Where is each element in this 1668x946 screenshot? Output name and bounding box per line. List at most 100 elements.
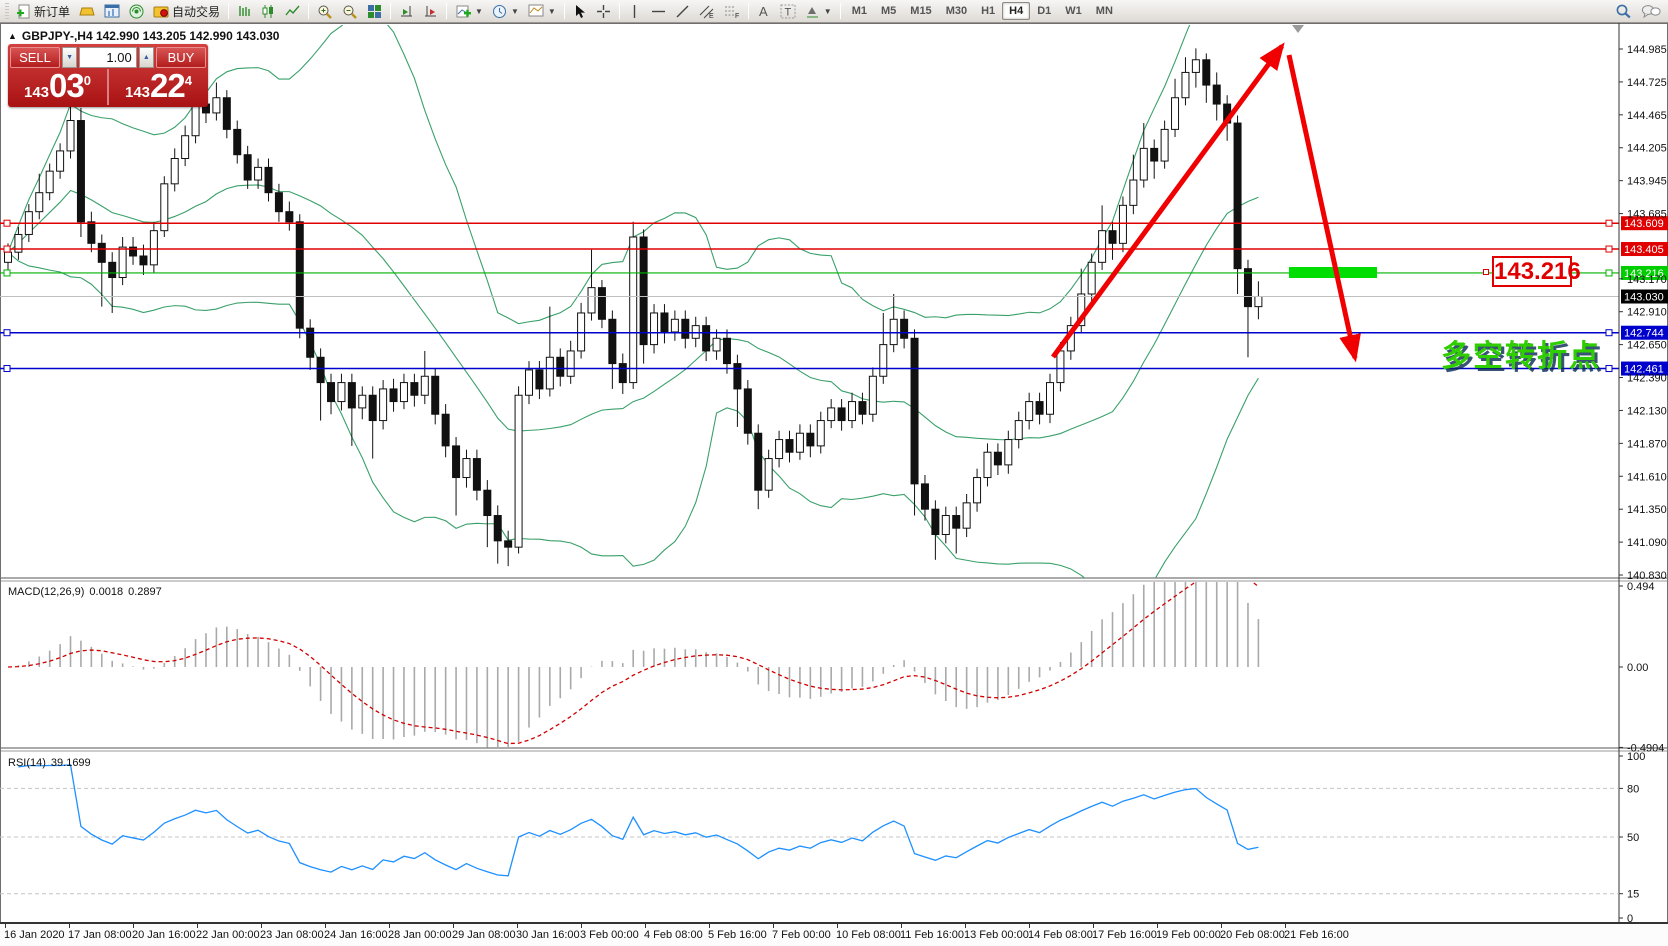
price-callout-label[interactable]: 143.216	[1492, 256, 1581, 287]
buy-price-prefix: 143	[125, 84, 151, 101]
timeframe-m15[interactable]: M15	[910, 5, 932, 17]
trendline-tool-button[interactable]	[671, 1, 694, 21]
timeframe-m1[interactable]: M1	[851, 5, 867, 17]
timeframe-mn[interactable]: MN	[1095, 5, 1113, 17]
fibonacci-icon: F	[724, 6, 739, 19]
chat-button[interactable]	[1637, 1, 1665, 21]
pivot-annotation-text[interactable]: 多空转折点	[1441, 340, 1601, 373]
signals-button[interactable]	[125, 1, 148, 21]
line-handle[interactable]	[1605, 245, 1613, 253]
line-handle[interactable]	[3, 219, 11, 227]
collapse-triangle-icon[interactable]: ▲	[8, 31, 17, 41]
candle	[587, 287, 596, 314]
text-tool-button[interactable]: A	[753, 1, 775, 21]
zoom-in-button[interactable]	[313, 1, 337, 21]
candle	[45, 170, 54, 194]
timeframe-m30[interactable]: M30	[945, 5, 968, 17]
autotrade-button[interactable]: 自动交易	[149, 1, 224, 21]
callout-anchor-handle[interactable]	[1483, 269, 1489, 275]
chart-shift-marker-icon[interactable]	[1292, 25, 1304, 33]
line-handle[interactable]	[1605, 329, 1613, 337]
line-handle[interactable]	[3, 329, 11, 337]
periods-button[interactable]: ▼	[488, 1, 523, 21]
svg-text:15: 15	[1627, 889, 1639, 901]
charts-button[interactable]	[100, 1, 124, 21]
auto-scroll-icon	[401, 5, 413, 16]
cursor-tool-button[interactable]	[569, 1, 591, 21]
dropdown-caret-icon: ▼	[547, 6, 556, 16]
buy-price[interactable]: 143 22 4	[109, 69, 208, 105]
volume-increase-button[interactable]: ▲	[138, 47, 154, 68]
market-watch-button[interactable]	[75, 1, 99, 21]
trend-arrow[interactable]	[1050, 42, 1285, 359]
chart-shift-button[interactable]	[419, 1, 442, 21]
svg-text:50: 50	[1627, 832, 1639, 844]
vertical-line-tool-button[interactable]	[624, 1, 646, 21]
macd-label: MACD(12,26,9) 0.0018 0.2897	[8, 586, 162, 598]
candle	[722, 337, 731, 365]
shapes-tool-button[interactable]: ▼	[801, 1, 836, 21]
timeframe-d1[interactable]: D1	[1037, 5, 1052, 17]
candle	[545, 356, 554, 390]
indicators-button[interactable]: ▼	[451, 1, 487, 21]
buy-button[interactable]: BUY	[156, 47, 206, 68]
candle	[795, 432, 804, 453]
svg-text:143.030: 143.030	[1624, 292, 1664, 304]
candle	[1191, 59, 1200, 73]
sell-price-big: 03	[49, 67, 85, 104]
timeframe-h1[interactable]: H1	[981, 5, 996, 17]
templates-button[interactable]: ▼	[524, 1, 560, 21]
candle	[462, 458, 471, 479]
candle	[108, 261, 117, 279]
date-label: 30 Jan 16:00	[516, 929, 580, 941]
volume-field[interactable]: 1.00	[79, 47, 137, 68]
line-handle[interactable]	[3, 269, 11, 277]
line-handle[interactable]	[1605, 365, 1613, 373]
crosshair-tool-button[interactable]	[592, 1, 615, 21]
new-order-button[interactable]: 新订单	[12, 1, 74, 21]
svg-text:141.350: 141.350	[1627, 504, 1667, 516]
chart-canvas[interactable]: 143.609 143.405 143.216 143.030 142.744 142.4…	[0, 23, 1668, 946]
timeframe-m5[interactable]: M5	[881, 5, 897, 17]
candle	[785, 439, 794, 453]
svg-text:142.650: 142.650	[1627, 340, 1667, 352]
tile-windows-button[interactable]	[363, 1, 386, 21]
text-label-tool-button[interactable]: T	[776, 1, 800, 21]
line-handle[interactable]	[3, 245, 11, 253]
date-tick	[965, 924, 966, 928]
line-chart-mode-button[interactable]	[281, 1, 304, 21]
candle	[160, 183, 169, 232]
timeframe-w1[interactable]: W1	[1065, 5, 1082, 17]
horizontal-line-tool-button[interactable]	[647, 1, 670, 21]
fibonacci-tool-button[interactable]: F	[720, 1, 744, 21]
candle	[681, 318, 690, 339]
candle	[441, 413, 450, 447]
crosshair-icon	[596, 4, 610, 18]
sell-button[interactable]: SELL	[10, 47, 60, 68]
line-handle[interactable]	[1605, 219, 1613, 227]
sell-price[interactable]: 143 03 0	[8, 69, 109, 105]
main-toolbar: 新订单 自动交易 ▼ ▼ ▼ E F A T ▼ M1 M5 M15 M30 H1 H4 D…	[0, 0, 1668, 23]
axis-price-label	[1621, 325, 1668, 340]
highlight-zone-bar[interactable]	[1289, 267, 1377, 278]
trend-arrow[interactable]	[1286, 54, 1361, 363]
line-handle[interactable]	[3, 365, 11, 373]
candle	[306, 327, 315, 358]
candle	[879, 344, 888, 377]
bar-chart-mode-button[interactable]	[233, 1, 256, 21]
auto-scroll-button[interactable]	[395, 1, 418, 21]
timeframe-h4[interactable]: H4	[1002, 2, 1031, 20]
volume-decrease-button[interactable]: ▼	[62, 47, 78, 68]
search-button[interactable]	[1611, 1, 1636, 21]
candle	[577, 312, 586, 352]
channel-tool-button[interactable]: E	[695, 1, 719, 21]
candle-chart-mode-button[interactable]	[257, 1, 280, 21]
candle	[337, 382, 346, 403]
candle	[264, 166, 273, 194]
zoom-out-button[interactable]	[338, 1, 362, 21]
chart-shift-icon	[425, 5, 437, 16]
candle	[556, 356, 565, 377]
line-handle[interactable]	[1605, 269, 1613, 277]
candle	[1108, 230, 1117, 244]
candle	[1139, 147, 1148, 181]
